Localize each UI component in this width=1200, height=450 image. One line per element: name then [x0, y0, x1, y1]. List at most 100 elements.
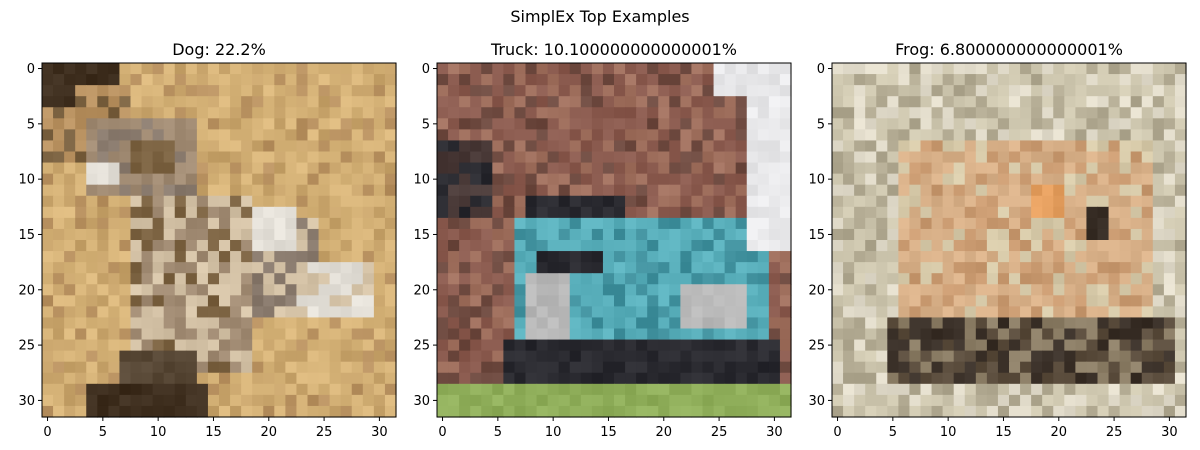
pixel	[953, 140, 966, 153]
pixel	[97, 96, 109, 108]
pixel	[459, 85, 471, 97]
pixel	[1009, 361, 1021, 374]
pixel	[185, 339, 198, 352]
pixel	[130, 217, 143, 230]
pixel	[614, 284, 626, 296]
pixel	[614, 140, 626, 153]
pixel	[296, 317, 309, 330]
pixel	[691, 328, 704, 341]
pixel	[942, 162, 955, 175]
pixel	[207, 74, 220, 86]
pixel	[503, 295, 516, 307]
pixel	[448, 206, 460, 219]
pixel	[296, 306, 309, 319]
pixel	[614, 107, 626, 119]
pixel	[329, 195, 342, 208]
pixel	[953, 361, 966, 374]
pixel	[931, 273, 944, 285]
pixel	[108, 262, 121, 274]
pixel	[1009, 306, 1021, 319]
pixel	[1108, 339, 1121, 352]
pixel	[263, 184, 275, 197]
pixel	[207, 339, 220, 352]
pixel	[174, 350, 187, 363]
pixel	[470, 96, 482, 108]
axes-frame	[41, 62, 397, 418]
pixel	[953, 129, 966, 142]
pixel	[865, 63, 877, 75]
pixel	[97, 74, 109, 86]
pixel	[318, 107, 331, 119]
pixel	[42, 107, 54, 119]
pixel	[580, 140, 593, 153]
pixel	[1097, 240, 1110, 252]
pixel	[296, 339, 309, 352]
pixel	[1152, 240, 1165, 252]
pixel	[591, 350, 604, 363]
pixel	[536, 206, 549, 219]
pixel	[920, 173, 933, 186]
pixel	[1009, 284, 1021, 296]
pixel	[97, 228, 109, 241]
pixel	[86, 251, 98, 263]
pixel	[647, 74, 659, 86]
pixel	[448, 295, 460, 307]
pixel	[569, 350, 582, 363]
pixel	[230, 184, 242, 197]
pixel	[602, 195, 615, 208]
pixel	[196, 383, 209, 396]
pixel	[898, 195, 911, 208]
pixel	[263, 173, 275, 186]
pixel	[735, 140, 748, 153]
pixel	[680, 228, 693, 241]
pixel	[580, 206, 593, 219]
pixel	[503, 372, 516, 385]
pixel	[219, 195, 231, 208]
pixel	[108, 206, 121, 219]
pixel	[459, 74, 471, 86]
pixel	[263, 328, 275, 341]
pixel	[1031, 217, 1043, 230]
pixel	[53, 284, 65, 296]
pixel	[174, 173, 187, 186]
pixel	[1042, 85, 1054, 97]
pixel	[854, 405, 866, 418]
pixel	[263, 228, 275, 241]
y-tick-label: 10	[808, 173, 825, 188]
pixel	[909, 195, 922, 208]
pixel	[1141, 140, 1154, 153]
pixel	[53, 328, 65, 341]
pixel	[241, 350, 253, 363]
pixel	[997, 273, 1010, 285]
pixel	[1053, 129, 1065, 142]
pixel	[207, 262, 220, 274]
pixel	[547, 405, 560, 418]
pixel	[569, 85, 582, 97]
pixel	[481, 63, 493, 75]
pixel	[614, 273, 626, 285]
pixel	[196, 240, 209, 252]
pixel	[558, 228, 571, 241]
pixel	[1174, 206, 1187, 219]
pixel	[185, 262, 198, 274]
pixel	[351, 361, 364, 374]
pixel	[975, 383, 988, 396]
pixel	[75, 162, 87, 175]
pixel	[196, 184, 209, 197]
pixel	[86, 339, 98, 352]
pixel	[746, 85, 759, 97]
pixel	[1086, 394, 1099, 407]
pixel	[680, 63, 693, 75]
pixel	[492, 129, 504, 142]
pixel	[174, 217, 187, 230]
pixel	[909, 85, 922, 97]
pixel	[680, 394, 693, 407]
pixel	[669, 74, 681, 86]
pixel	[1064, 129, 1076, 142]
pixel	[1031, 118, 1043, 130]
pixel	[285, 228, 298, 241]
pixel	[318, 118, 331, 130]
pixel	[757, 74, 770, 86]
pixel	[713, 361, 726, 374]
pixel	[185, 295, 198, 307]
